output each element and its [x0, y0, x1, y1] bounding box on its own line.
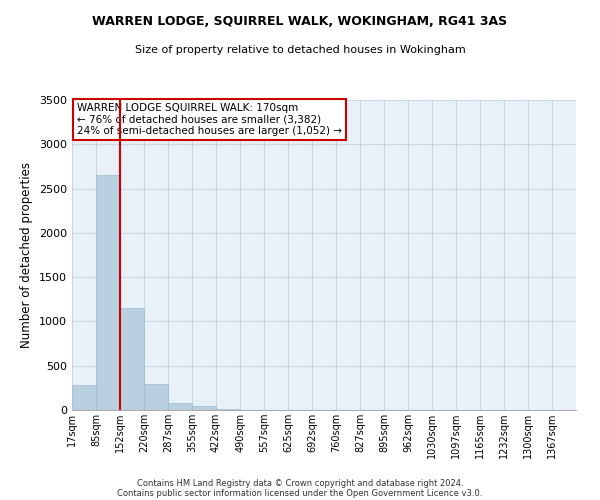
- Bar: [120, 308, 144, 410]
- Text: WARREN LODGE, SQUIRREL WALK, WOKINGHAM, RG41 3AS: WARREN LODGE, SQUIRREL WALK, WOKINGHAM, …: [92, 15, 508, 28]
- Text: Size of property relative to detached houses in Wokingham: Size of property relative to detached ho…: [134, 45, 466, 55]
- Text: WARREN LODGE SQUIRREL WALK: 170sqm
← 76% of detached houses are smaller (3,382)
: WARREN LODGE SQUIRREL WALK: 170sqm ← 76%…: [77, 103, 342, 136]
- Bar: [96, 176, 121, 410]
- Text: Contains HM Land Registry data © Crown copyright and database right 2024.: Contains HM Land Registry data © Crown c…: [137, 478, 463, 488]
- Y-axis label: Number of detached properties: Number of detached properties: [20, 162, 34, 348]
- Text: Contains public sector information licensed under the Open Government Licence v3: Contains public sector information licen…: [118, 488, 482, 498]
- Bar: [216, 409, 240, 410]
- Bar: [168, 403, 192, 410]
- Bar: [72, 385, 96, 410]
- Bar: [144, 384, 169, 410]
- Bar: [192, 406, 217, 410]
